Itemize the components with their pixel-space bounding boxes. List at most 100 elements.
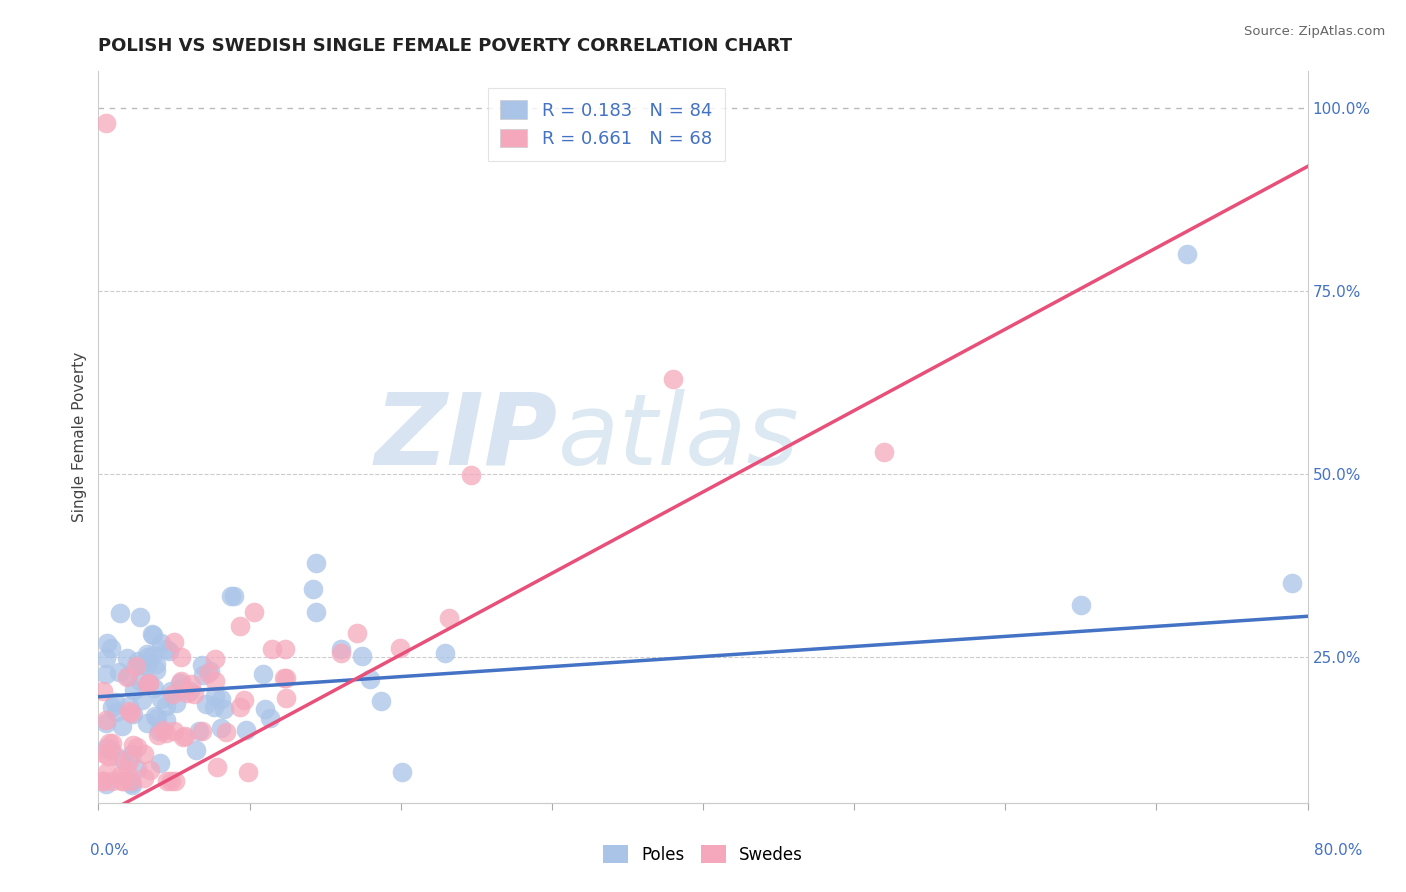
- Text: 80.0%: 80.0%: [1315, 843, 1362, 858]
- Point: [254, 702, 277, 716]
- Point: [190, 657, 212, 672]
- Text: 0.0%: 0.0%: [90, 843, 129, 858]
- Point: [132, 771, 155, 785]
- Point: [204, 674, 226, 689]
- Point: [94, 667, 117, 681]
- Point: [138, 676, 160, 690]
- Point: [138, 676, 160, 690]
- Point: [143, 708, 166, 723]
- Point: [111, 719, 134, 733]
- Point: [134, 747, 156, 762]
- Point: [115, 670, 138, 684]
- Point: [142, 648, 165, 662]
- Point: [100, 742, 122, 756]
- Point: [91, 773, 114, 788]
- Point: [165, 696, 187, 710]
- Point: [228, 619, 250, 633]
- Point: [187, 723, 209, 738]
- Point: [330, 646, 353, 660]
- Point: [302, 582, 325, 596]
- Point: [391, 765, 413, 780]
- Point: [121, 747, 143, 762]
- Point: [100, 773, 122, 788]
- Point: [873, 444, 896, 458]
- Point: [118, 755, 141, 769]
- Point: [273, 672, 295, 686]
- Point: [262, 641, 284, 656]
- Point: [159, 773, 181, 788]
- Point: [215, 725, 238, 739]
- Point: [148, 728, 170, 742]
- Text: ZIP: ZIP: [375, 389, 558, 485]
- Point: [159, 684, 181, 698]
- Point: [172, 730, 194, 744]
- Point: [170, 674, 193, 689]
- Point: [359, 672, 381, 686]
- Point: [202, 700, 225, 714]
- Point: [145, 657, 167, 671]
- Point: [100, 699, 122, 714]
- Point: [94, 651, 117, 665]
- Point: [222, 589, 245, 603]
- Point: [117, 669, 139, 683]
- Point: [105, 705, 128, 719]
- Point: [143, 681, 166, 695]
- Point: [148, 724, 170, 739]
- Point: [155, 699, 177, 714]
- Point: [136, 657, 159, 672]
- Point: [195, 698, 218, 712]
- Point: [661, 371, 683, 385]
- Point: [136, 647, 159, 661]
- Point: [94, 115, 117, 129]
- Point: [274, 691, 297, 706]
- Point: [112, 773, 135, 788]
- Point: [169, 676, 191, 690]
- Point: [120, 706, 142, 720]
- Point: [121, 707, 143, 722]
- Point: [180, 677, 202, 691]
- Point: [111, 773, 134, 788]
- Point: [120, 775, 142, 789]
- Point: [104, 749, 127, 764]
- Point: [91, 684, 114, 698]
- Point: [94, 740, 117, 755]
- Point: [370, 693, 392, 707]
- Point: [96, 764, 118, 779]
- Point: [94, 715, 117, 730]
- Point: [120, 773, 142, 788]
- Point: [163, 723, 186, 738]
- Point: [135, 716, 157, 731]
- Point: [94, 776, 117, 790]
- Point: [1070, 599, 1092, 613]
- Point: [141, 626, 163, 640]
- Point: [125, 762, 148, 776]
- Point: [346, 625, 368, 640]
- Point: [122, 682, 145, 697]
- Point: [91, 747, 114, 761]
- Point: [170, 650, 193, 665]
- Point: [97, 748, 120, 763]
- Point: [100, 736, 122, 750]
- Point: [155, 726, 177, 740]
- Point: [209, 721, 232, 735]
- Point: [179, 683, 201, 698]
- Point: [91, 773, 114, 788]
- Point: [118, 704, 141, 718]
- Point: [305, 605, 328, 619]
- Point: [437, 611, 460, 625]
- Point: [125, 658, 148, 673]
- Point: [200, 664, 222, 678]
- Point: [97, 736, 120, 750]
- Point: [204, 689, 226, 703]
- Point: [233, 693, 256, 707]
- Point: [274, 642, 297, 657]
- Point: [173, 729, 195, 743]
- Point: [100, 640, 122, 655]
- Point: [252, 666, 274, 681]
- Point: [111, 753, 134, 767]
- Point: [110, 768, 132, 782]
- Point: [142, 628, 165, 642]
- Point: [163, 635, 186, 649]
- Point: [191, 724, 214, 739]
- Point: [156, 773, 179, 788]
